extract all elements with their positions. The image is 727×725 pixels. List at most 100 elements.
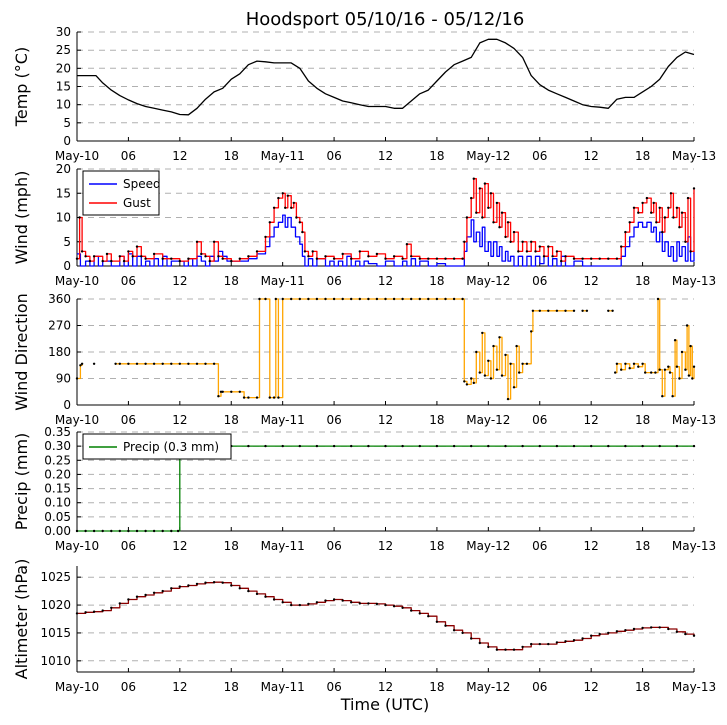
data-point xyxy=(551,255,554,258)
data-point xyxy=(492,221,495,224)
data-point xyxy=(656,297,660,301)
x-tick-label: May-11 xyxy=(261,680,305,694)
data-point xyxy=(689,250,692,253)
data-point xyxy=(200,252,203,256)
chart-title: Hoodsport 05/10/16 - 05/12/16 xyxy=(246,9,525,30)
data-point xyxy=(475,211,478,214)
y-tick-label: 0 xyxy=(63,398,71,412)
x-tick-label: May-13 xyxy=(672,274,716,288)
x-tick-label: May-11 xyxy=(261,413,305,427)
data-point xyxy=(384,257,387,260)
data-point xyxy=(101,609,104,612)
data-point xyxy=(212,240,216,243)
y-tick-label: 20 xyxy=(56,162,71,176)
x-tick-label: 12 xyxy=(172,539,187,553)
data-point xyxy=(298,603,301,607)
data-point xyxy=(611,309,614,312)
data-point xyxy=(221,257,224,260)
data-point xyxy=(127,362,130,365)
panel-wind: 0 5 10 15 20 May-10 06 12 18 May-11 06 12 18 May-12 06… xyxy=(12,162,716,288)
data-point xyxy=(332,444,336,448)
data-point xyxy=(161,589,164,593)
x-tick-label: 06 xyxy=(121,274,136,288)
data-point xyxy=(281,444,284,448)
data-point xyxy=(80,250,84,253)
panel-alt: 1010 1015 1020 1025 May-10 06 12 18 May-11 06 12 18… xyxy=(12,559,716,694)
data-point xyxy=(572,639,576,642)
data-point xyxy=(152,529,156,533)
data-point xyxy=(581,637,584,640)
data-point xyxy=(637,211,640,214)
data-point xyxy=(401,297,404,301)
data-point xyxy=(118,529,122,533)
data-point xyxy=(230,584,233,587)
data-point xyxy=(375,252,379,256)
x-tick-label: 12 xyxy=(172,680,187,694)
series-line-altimeter xyxy=(77,581,695,651)
data-point xyxy=(341,252,344,256)
data-point xyxy=(598,632,601,636)
data-point xyxy=(114,362,117,365)
data-point xyxy=(581,257,584,260)
data-point xyxy=(367,297,370,301)
data-point xyxy=(110,606,113,609)
data-point xyxy=(135,595,139,598)
data-point xyxy=(341,599,344,602)
data-point xyxy=(307,297,310,301)
data-point xyxy=(75,257,79,260)
x-tick-label: May-11 xyxy=(261,274,305,288)
data-point xyxy=(217,395,220,398)
data-point xyxy=(122,259,126,263)
data-point xyxy=(478,371,481,374)
x-tick-label: May-13 xyxy=(672,413,716,427)
legend-box xyxy=(82,433,232,460)
y-tick-label: 0.30 xyxy=(44,439,71,453)
data-point xyxy=(242,396,246,399)
data-point xyxy=(590,634,593,637)
data-point xyxy=(435,297,439,301)
y-tick-label: 20 xyxy=(56,61,71,75)
data-point xyxy=(495,201,499,205)
data-point xyxy=(272,396,276,399)
data-point xyxy=(515,344,518,348)
data-point xyxy=(461,631,464,635)
y-tick-label: 0.15 xyxy=(44,482,71,496)
data-point xyxy=(500,374,504,377)
data-point xyxy=(367,255,370,258)
x-tick-label: 12 xyxy=(378,413,393,427)
data-point xyxy=(672,216,675,219)
data-point xyxy=(615,362,619,365)
data-point xyxy=(367,602,370,605)
data-point xyxy=(481,331,484,335)
data-point xyxy=(110,259,113,263)
data-point xyxy=(272,598,276,601)
data-point xyxy=(461,257,464,260)
data-point xyxy=(410,609,413,612)
data-point xyxy=(512,230,516,234)
x-tick-label: May-11 xyxy=(261,539,305,553)
data-point xyxy=(281,297,284,301)
x-tick-label: 06 xyxy=(532,274,547,288)
data-point xyxy=(661,395,664,398)
data-point xyxy=(498,226,501,229)
data-point xyxy=(530,240,533,243)
data-point xyxy=(463,240,466,243)
data-point xyxy=(538,444,541,448)
data-point xyxy=(290,297,293,301)
y-tick-label: 0.05 xyxy=(44,510,71,524)
x-tick-label: 18 xyxy=(224,539,239,553)
data-point xyxy=(509,362,512,365)
legend-label: Gust xyxy=(123,196,151,210)
x-tick-label: May-11 xyxy=(261,149,305,163)
data-point xyxy=(506,221,510,224)
data-point xyxy=(247,396,250,399)
y-tick-label: 1015 xyxy=(40,626,71,640)
data-point xyxy=(692,444,696,448)
x-tick-label: 18 xyxy=(224,274,239,288)
panel-precip: 0.000.050.100.150.200.250.300.35 May-10 06… xyxy=(12,425,716,553)
y-tick-label: 5 xyxy=(63,235,71,249)
x-tick-label: 06 xyxy=(532,539,547,553)
x-tick-label: 18 xyxy=(429,680,444,694)
data-point xyxy=(470,196,473,200)
data-point xyxy=(92,610,96,613)
